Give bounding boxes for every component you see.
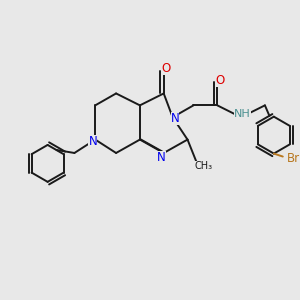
Text: Br: Br xyxy=(286,152,300,164)
Text: O: O xyxy=(215,74,224,87)
Text: N: N xyxy=(157,151,166,164)
Text: O: O xyxy=(161,61,171,75)
Text: NH: NH xyxy=(234,109,251,119)
Text: N: N xyxy=(88,135,97,148)
Text: N: N xyxy=(171,112,179,125)
Text: CH₃: CH₃ xyxy=(195,161,213,171)
